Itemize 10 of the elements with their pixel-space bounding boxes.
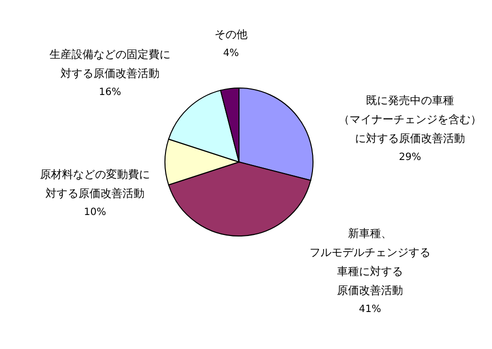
slice-label: 生産設備などの固定費に対する原価改善活動 [50, 48, 170, 80]
slice-label: 新車種、フルモデルチェンジする車種に対する原価改善活動 [310, 227, 430, 297]
data-label: 29% [398, 152, 422, 163]
data-label: 10% [84, 207, 106, 218]
slice-label: 原材料などの変動費に対する原価改善活動 [40, 168, 150, 200]
data-label: 16% [98, 87, 122, 98]
data-label: 4% [223, 48, 239, 59]
slice-label: 既に発売中の車種（マイナーチェンジを含む）に対する原価改善活動 [338, 94, 482, 145]
data-label: 41% [358, 304, 382, 315]
slice-label: その他 [214, 28, 248, 41]
